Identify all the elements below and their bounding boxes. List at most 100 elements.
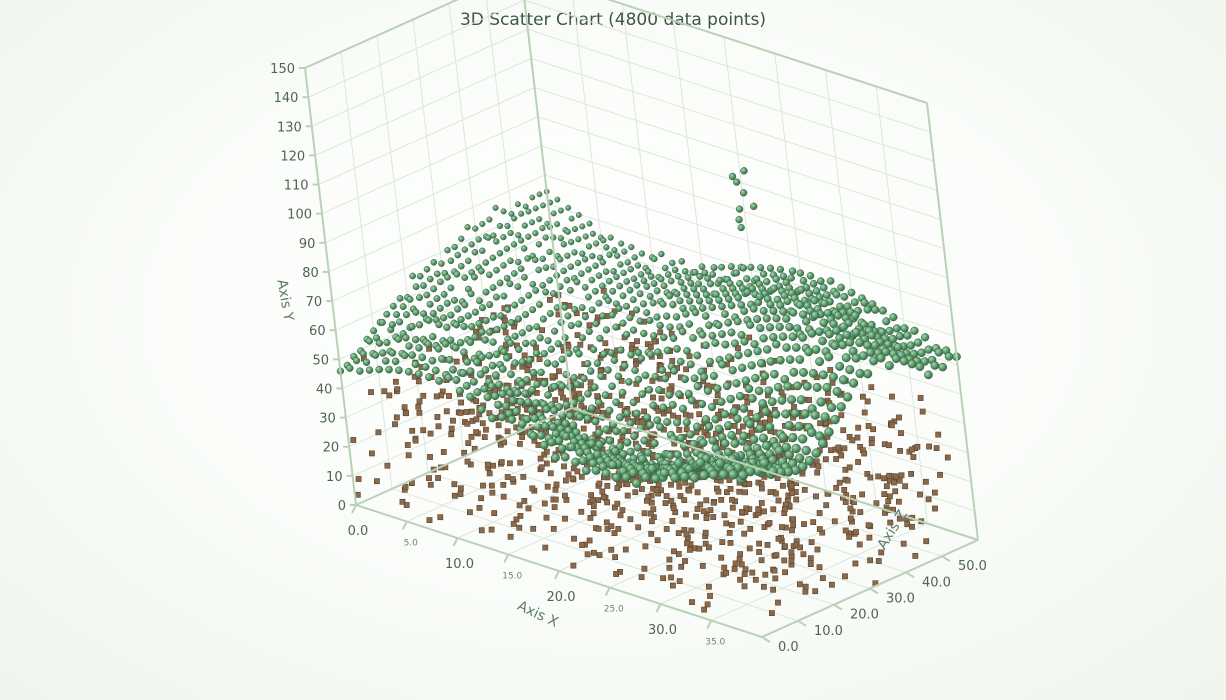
data-point-cube xyxy=(747,525,754,532)
data-point-sphere xyxy=(550,210,557,217)
data-point-cube xyxy=(758,485,765,492)
data-point-cube xyxy=(663,493,670,499)
data-point-cube xyxy=(840,427,847,434)
data-point-sphere xyxy=(730,407,739,416)
data-point-sphere xyxy=(917,348,926,358)
data-point-cube xyxy=(705,544,712,551)
data-point-sphere xyxy=(434,344,443,353)
data-point-sphere xyxy=(686,297,694,305)
data-point-cube xyxy=(587,379,594,386)
data-point-cube xyxy=(486,470,493,477)
data-point-sphere xyxy=(425,373,433,382)
data-point-cube xyxy=(405,452,412,459)
data-point-sphere xyxy=(612,427,621,436)
data-point-cube xyxy=(801,521,807,527)
data-point-sphere xyxy=(451,343,460,352)
x-tick-label: 25.0 xyxy=(604,605,624,615)
data-point-sphere xyxy=(749,202,758,211)
data-point-sphere xyxy=(595,299,603,307)
data-point-sphere xyxy=(724,318,733,327)
data-point-cube xyxy=(770,506,777,513)
data-point-sphere xyxy=(934,348,944,357)
data-point-sphere xyxy=(522,376,531,384)
data-point-sphere xyxy=(428,356,437,365)
data-point-sphere xyxy=(651,372,660,381)
data-point-sphere xyxy=(536,301,543,308)
data-point-sphere xyxy=(388,349,397,357)
data-point-sphere xyxy=(379,349,387,357)
data-point-sphere xyxy=(726,394,735,404)
data-point-sphere xyxy=(599,282,606,290)
data-point-cube xyxy=(550,525,557,532)
data-point-cube xyxy=(463,409,470,415)
data-point-cube xyxy=(790,516,796,523)
data-point-sphere xyxy=(507,415,517,424)
data-point-sphere xyxy=(766,357,776,366)
data-point-sphere xyxy=(663,312,671,320)
data-point-cube xyxy=(719,539,726,545)
data-point-sphere xyxy=(613,273,620,281)
data-point-cube xyxy=(648,530,655,537)
data-point-sphere xyxy=(756,359,766,368)
data-point-sphere xyxy=(471,273,478,281)
data-point-sphere xyxy=(907,359,917,369)
data-point-sphere xyxy=(529,280,537,288)
data-point-sphere xyxy=(900,324,909,333)
data-point-sphere xyxy=(475,236,482,243)
data-point-cube xyxy=(735,428,742,435)
data-point-sphere xyxy=(705,321,713,330)
data-point-sphere xyxy=(521,389,530,398)
data-point-sphere xyxy=(720,409,730,419)
data-point-sphere xyxy=(779,307,788,316)
data-point-cube xyxy=(807,561,814,567)
data-point-sphere xyxy=(771,409,781,419)
data-point-sphere xyxy=(735,391,745,401)
data-point-sphere xyxy=(842,330,852,340)
x-tick-mark xyxy=(452,537,459,547)
data-point-sphere xyxy=(643,283,651,290)
data-point-sphere xyxy=(647,273,655,280)
data-point-sphere xyxy=(670,366,679,375)
data-point-sphere xyxy=(500,292,508,300)
data-point-sphere xyxy=(486,216,493,223)
data-point-cube xyxy=(669,518,676,524)
data-point-cube xyxy=(517,512,524,519)
data-point-sphere xyxy=(608,382,616,391)
data-point-sphere xyxy=(495,380,504,389)
data-point-sphere xyxy=(462,381,471,390)
data-point-sphere xyxy=(599,312,607,320)
data-point-sphere xyxy=(609,287,617,295)
data-point-sphere xyxy=(465,257,472,265)
data-point-cube xyxy=(779,482,786,489)
data-point-sphere xyxy=(759,334,768,343)
data-point-sphere xyxy=(606,277,613,285)
data-point-sphere xyxy=(515,258,522,266)
data-point-sphere xyxy=(518,358,527,366)
data-point-sphere xyxy=(510,270,518,277)
data-point-sphere xyxy=(619,426,628,435)
data-point-sphere xyxy=(727,430,737,440)
data-point-cube xyxy=(846,464,853,471)
data-point-cube xyxy=(596,480,603,487)
data-point-cube xyxy=(435,423,442,430)
data-point-cube xyxy=(617,512,624,519)
data-point-sphere xyxy=(747,361,756,370)
data-point-sphere xyxy=(458,235,465,242)
data-point-sphere xyxy=(776,355,785,365)
data-point-sphere xyxy=(646,293,654,300)
data-point-sphere xyxy=(751,373,760,383)
data-point-cube xyxy=(595,525,602,532)
data-point-sphere xyxy=(851,327,861,337)
data-point-sphere xyxy=(508,210,515,217)
data-point-sphere xyxy=(765,323,775,332)
data-point-cube xyxy=(584,551,591,558)
data-point-sphere xyxy=(539,315,547,323)
data-point-sphere xyxy=(784,420,794,431)
data-point-cube xyxy=(841,486,848,493)
data-point-sphere xyxy=(447,257,455,265)
data-point-sphere xyxy=(624,259,631,266)
data-point-sphere xyxy=(689,334,697,342)
data-point-cube xyxy=(700,508,707,515)
data-point-sphere xyxy=(658,366,667,374)
